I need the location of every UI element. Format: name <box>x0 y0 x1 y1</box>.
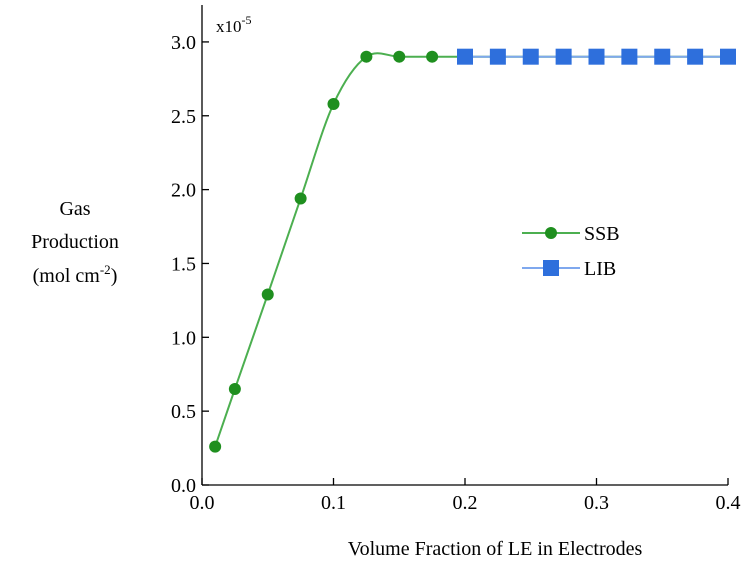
legend-marker <box>545 227 557 239</box>
data-point <box>261 288 274 301</box>
x-tick-label: 0.4 <box>716 492 741 514</box>
data-point <box>426 50 439 63</box>
y-unit: (mol cm <box>33 265 101 287</box>
y-tick-label: 1.0 <box>171 327 196 349</box>
data-point <box>457 48 473 65</box>
y-multiplier-sup: -5 <box>242 13 252 27</box>
data-point <box>687 48 704 65</box>
data-point <box>555 48 572 65</box>
y-tick-label: 2.5 <box>171 106 196 128</box>
series-line <box>214 52 728 447</box>
x-tick-label: 0.3 <box>584 492 609 514</box>
y-tick-label: 0.0 <box>171 475 196 497</box>
y-unit-sup: -2 <box>100 262 111 277</box>
y-tick-label: 3.0 <box>171 32 196 54</box>
data-point <box>327 97 340 110</box>
data-point <box>654 48 671 65</box>
data-point <box>489 48 506 65</box>
x-tick-label: 0.0 <box>190 492 215 514</box>
y-multiplier: x10-5 <box>216 13 252 36</box>
legend-label: SSB <box>584 223 620 245</box>
y-tick-label: 1.5 <box>171 253 196 275</box>
legend-marker <box>543 260 559 276</box>
y-axis-label: Production <box>31 231 119 253</box>
y-unit-end: ) <box>111 265 118 287</box>
y-axis-label: (mol cm-2) <box>33 262 118 287</box>
legend-label: LIB <box>584 258 616 280</box>
y-tick-label: 2.0 <box>171 180 196 202</box>
y-tick-label: 0.5 <box>171 401 196 423</box>
data-point <box>522 48 539 65</box>
data-point <box>228 383 241 395</box>
data-point <box>720 48 736 65</box>
x-tick-label: 0.1 <box>321 492 346 514</box>
data-point <box>360 50 373 63</box>
x-axis-label: Volume Fraction of LE in Electrodes <box>348 538 643 560</box>
y-axis-label: Gas <box>59 198 90 220</box>
x-tick-label: 0.2 <box>453 492 478 514</box>
data-point <box>588 48 605 65</box>
data-point <box>209 440 222 453</box>
data-point <box>294 192 307 205</box>
data-point <box>621 48 638 65</box>
y-multiplier-base: x10 <box>216 17 242 36</box>
data-point <box>393 50 406 63</box>
